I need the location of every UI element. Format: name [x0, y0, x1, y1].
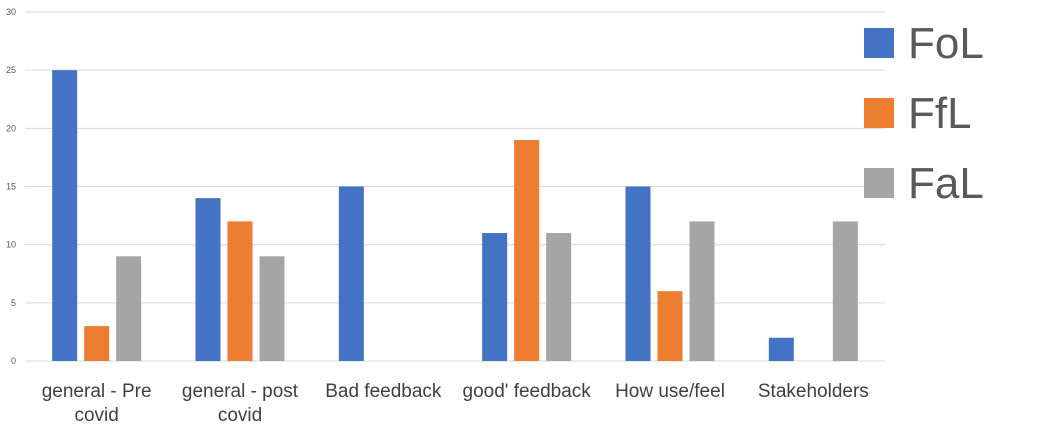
bar-fal-3	[546, 233, 572, 361]
bar-fol-4	[625, 186, 651, 361]
bar-fol-5	[768, 337, 794, 361]
y-tick-label: 30	[6, 7, 16, 17]
legend-swatch-ffl	[864, 98, 894, 128]
legend-label-ffl: FfL	[908, 89, 972, 138]
x-tick-label: general - Pre	[42, 381, 152, 402]
legend: FoL FfL FaL	[864, 19, 984, 208]
y-tick-label: 25	[6, 65, 16, 75]
legend-swatch-fol	[864, 28, 894, 58]
y-tick-label: 20	[6, 123, 16, 133]
bar-ffl-3	[514, 139, 540, 361]
y-tick-label: 15	[6, 182, 16, 192]
bar-fol-1	[195, 198, 221, 361]
bar-fol-2	[338, 186, 364, 361]
bar-fal-0	[116, 256, 142, 361]
x-tick-label: Bad feedback	[325, 381, 442, 402]
x-tick-label: covid	[74, 405, 118, 426]
x-tick-label: covid	[218, 405, 262, 426]
bar-fal-4	[689, 221, 715, 361]
legend-label-fal: FaL	[908, 159, 984, 208]
bar-fol-3	[482, 233, 508, 361]
x-tick-label: general - post	[182, 381, 299, 402]
x-tick-label: How use/feel	[615, 381, 725, 402]
gridlines	[25, 11, 885, 362]
x-tick-label: Stakeholders	[758, 381, 869, 402]
y-tick-label: 0	[11, 356, 16, 366]
bar-fal-5	[832, 221, 858, 361]
legend-swatch-fal	[864, 168, 894, 198]
x-tick-label: good' feedback	[463, 381, 592, 402]
y-tick-label: 5	[11, 298, 16, 308]
x-axis-labels: general - Pre covid general - post covid Bad…	[42, 381, 869, 426]
legend-label-fol: FoL	[908, 19, 984, 68]
y-tick-label: 10	[6, 240, 16, 250]
bar-fal-1	[259, 256, 285, 361]
bar-ffl-4	[657, 291, 683, 361]
bar-fol-0	[52, 70, 78, 362]
y-axis-ticks: 0 5 10 15 20 25 30	[6, 7, 16, 366]
bar-ffl-0	[84, 326, 110, 361]
bars	[52, 70, 858, 362]
bar-ffl-1	[227, 221, 253, 361]
